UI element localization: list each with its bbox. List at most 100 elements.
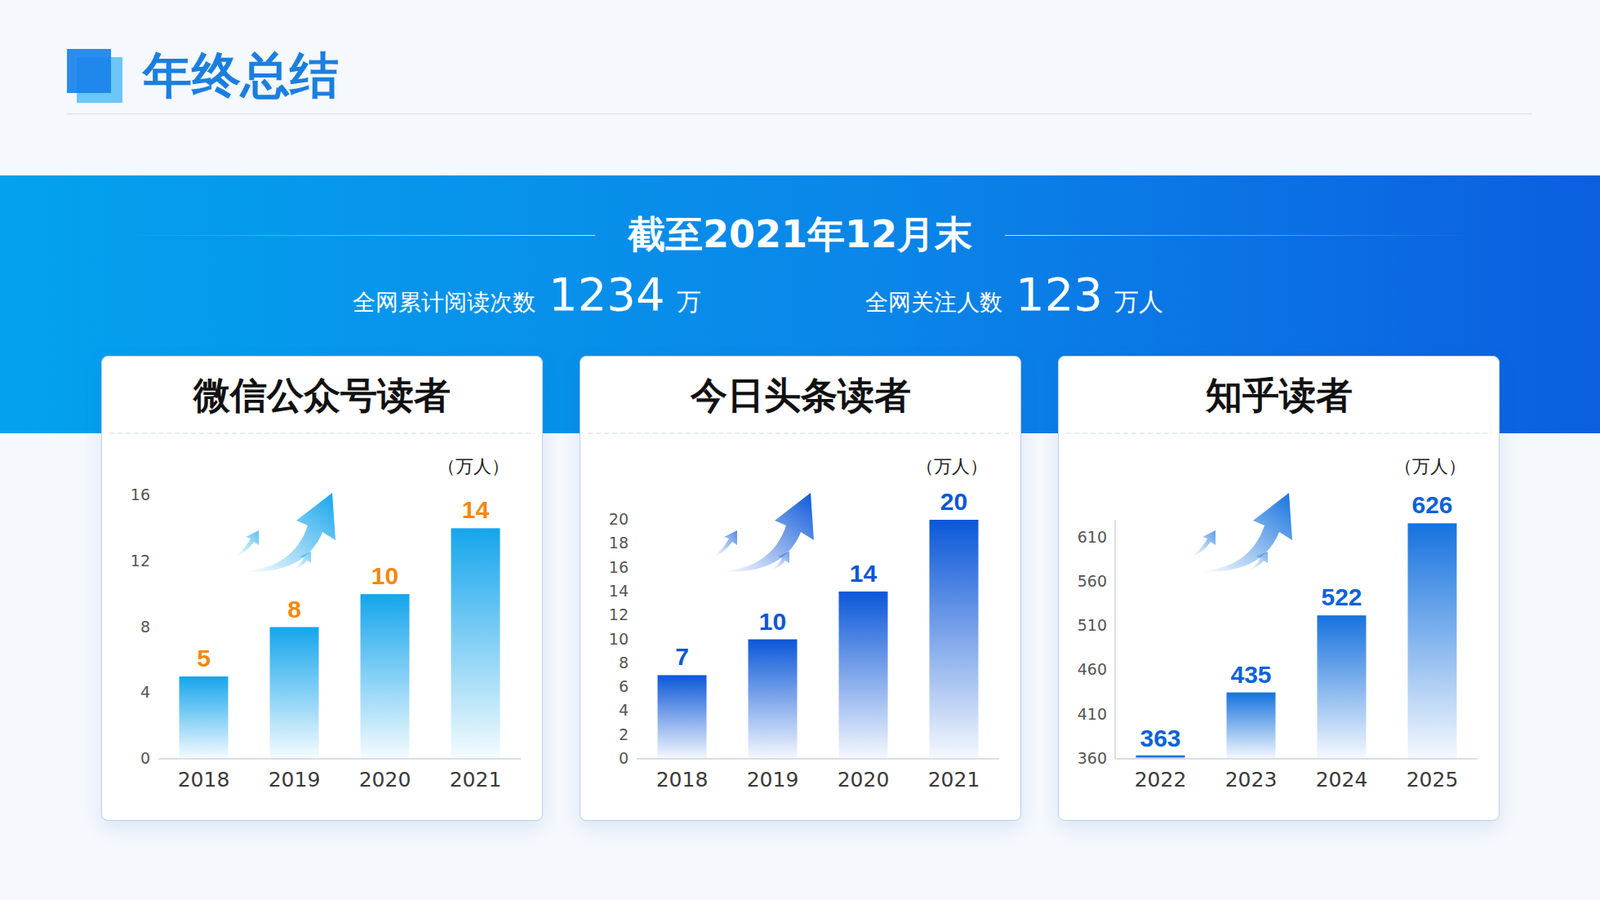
chart-panel: 04812162018201920202021581014（万人）微信公众号读者 xyxy=(101,355,543,822)
y-tick-label: 0 xyxy=(618,749,629,768)
y-tick-label: 610 xyxy=(1077,528,1107,547)
x-tick-label: 2019 xyxy=(268,768,321,792)
x-tick-label: 2020 xyxy=(837,768,890,792)
bar xyxy=(929,520,979,760)
chart-svg: 360 410 460 510 560 610 2022 2023 2024 2025 363 435… xyxy=(1057,355,1500,822)
banner-date-row: 截至2021年12月末 xyxy=(0,210,1600,260)
y-tick-label: 18 xyxy=(608,533,629,552)
y-tick-label: 8 xyxy=(140,617,151,636)
y-tick-label: 16 xyxy=(130,485,151,504)
stat-unit: 万 xyxy=(676,285,702,320)
y-tick-label: 10 xyxy=(608,630,629,649)
bars xyxy=(179,528,501,760)
x-tick-label: 2022 xyxy=(1134,768,1187,792)
y-tick-label: 8 xyxy=(618,653,629,672)
y-tick-label: 2 xyxy=(618,725,629,744)
banner-date: 截至2021年12月末 xyxy=(627,209,973,261)
y-axis-label: （万人） xyxy=(1394,456,1467,477)
bar-cap xyxy=(1136,755,1186,758)
bar xyxy=(360,594,410,760)
arrow-icon xyxy=(714,493,814,573)
chart-panel: 360 410 460 510 560 610 2022 2023 2024 2025 363 435… xyxy=(1057,355,1500,822)
y-tick-label: 360 xyxy=(1077,749,1107,768)
y-tick-label: 14 xyxy=(608,582,629,600)
x-tick-label: 2023 xyxy=(1225,768,1278,792)
data-label: 522 xyxy=(1320,583,1362,611)
title-separator xyxy=(109,432,535,435)
y-tick-label: 16 xyxy=(608,558,629,577)
x-tick-label: 2018 xyxy=(177,768,231,792)
panel-title: 今日头条读者 xyxy=(580,356,1021,435)
panel-title: 微信公众号读者 xyxy=(102,356,543,435)
y-tick-label: 460 xyxy=(1077,660,1107,679)
data-label: 8 xyxy=(287,595,302,623)
page-title: 年终总结 xyxy=(142,45,339,105)
x-tick-label: 2018 xyxy=(656,768,709,792)
title-separator xyxy=(587,432,1014,435)
x-axis xyxy=(1115,758,1478,760)
y-tick-label: 560 xyxy=(1077,572,1107,591)
y-tick-label: 0 xyxy=(140,749,151,768)
chart-svg: 04812162018201920202021581014（万人） xyxy=(101,355,543,822)
y-tick-label: 4 xyxy=(140,683,151,702)
data-label: 7 xyxy=(675,643,689,671)
bars xyxy=(1136,523,1458,760)
y-tick-label: 410 xyxy=(1077,705,1107,724)
y-tick-label: 510 xyxy=(1077,616,1107,635)
stat-unit: 万人 xyxy=(1114,285,1164,320)
y-axis xyxy=(1114,520,1116,760)
banner-rule-left xyxy=(121,235,596,236)
bar xyxy=(1226,693,1276,760)
y-tick-label: 4 xyxy=(618,701,629,720)
y-tick-label: 20 xyxy=(608,510,629,529)
bars xyxy=(657,520,979,760)
stat-label: 全网累计阅读次数 xyxy=(352,287,536,319)
chart-svg: 0 2 4 6 8 10 12 14 16 18 20 2018 2019 2020 2021 7 10 14 20… xyxy=(579,355,1022,822)
arrow-small xyxy=(714,530,738,557)
x-axis xyxy=(636,758,1000,760)
x-tick-label: 2025 xyxy=(1406,768,1459,792)
x-tick-label: 2021 xyxy=(928,768,981,792)
data-label: 10 xyxy=(371,562,399,590)
arrow-small xyxy=(1249,551,1268,570)
data-label: 14 xyxy=(462,496,490,524)
data-label: 14 xyxy=(849,560,878,587)
data-label: 20 xyxy=(940,488,968,516)
bar xyxy=(270,627,320,760)
bar xyxy=(839,591,889,760)
stat-label: 全网关注人数 xyxy=(865,287,1003,319)
y-axis-label: （万人） xyxy=(915,456,988,477)
y-tick-label: 6 xyxy=(618,677,629,696)
bar xyxy=(657,675,707,760)
banner-rule-right xyxy=(1004,235,1479,236)
x-axis xyxy=(158,758,521,760)
banner-stat: 全网关注人数 123 万人 xyxy=(865,267,1164,321)
arrow-small xyxy=(235,530,259,557)
arrow-small xyxy=(1192,530,1216,557)
y-axis-label: （万人） xyxy=(437,456,510,477)
data-label: 363 xyxy=(1139,724,1181,752)
stat-value: 1234 xyxy=(548,267,666,321)
data-label: 5 xyxy=(196,644,211,672)
panel-title: 知乎读者 xyxy=(1058,356,1499,435)
x-tick-label: 2021 xyxy=(449,768,503,792)
data-label: 626 xyxy=(1411,491,1453,519)
data-label: 435 xyxy=(1230,661,1272,689)
bar xyxy=(1408,523,1458,760)
arrow-small xyxy=(293,551,312,570)
banner-stat: 全网累计阅读次数 1234 万 xyxy=(352,267,702,321)
x-tick-label: 2019 xyxy=(746,768,800,792)
x-tick-label: 2024 xyxy=(1315,768,1369,792)
arrow-icon xyxy=(1192,493,1293,573)
y-tick-label: 12 xyxy=(608,605,629,624)
title-icon-front xyxy=(66,48,112,94)
bar xyxy=(748,640,798,760)
data-label: 10 xyxy=(759,608,787,636)
header-rule xyxy=(66,113,1533,115)
arrow-icon xyxy=(235,493,336,573)
arrow-small xyxy=(771,551,790,570)
stat-value: 123 xyxy=(1015,267,1103,321)
y-tick-label: 12 xyxy=(130,551,151,570)
chart-panel: 0 2 4 6 8 10 12 14 16 18 20 2018 2019 2020 2021 7 10 14 20… xyxy=(579,355,1022,822)
title-separator xyxy=(1066,432,1492,435)
